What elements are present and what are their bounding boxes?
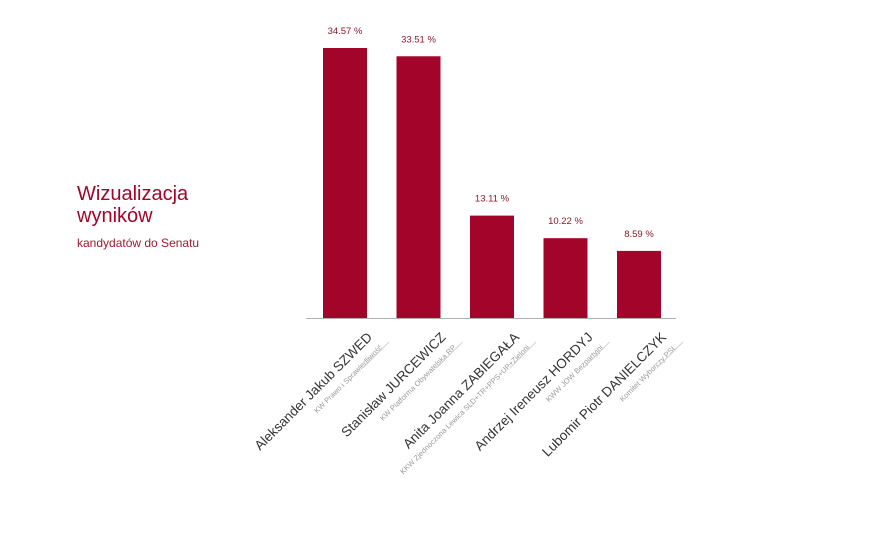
data-label: 10.22 % [548, 216, 583, 227]
label-separator [362, 341, 390, 369]
chart-title-line-1: Wizualizacja [77, 183, 189, 205]
bar [396, 56, 441, 318]
label-separator [509, 341, 537, 369]
data-label: 33.51 % [401, 34, 436, 45]
label-separator [656, 341, 684, 369]
bar [323, 48, 367, 318]
label-separator [436, 341, 463, 369]
chart-title-block: Wizualizacja wyników kandydatów do Senat… [77, 183, 277, 250]
category-label: Andrzej Ireneusz HORDYJ [471, 330, 595, 454]
data-label: 8.59 % [624, 229, 654, 240]
chart-subtitle: kandydatów do Senatu [77, 236, 200, 250]
bar [470, 215, 514, 318]
category-label: Aleksander Jakub SZWED [252, 329, 376, 453]
data-label: 13.11 % [475, 194, 510, 205]
label-separator [583, 341, 610, 369]
data-label: 34.57 % [328, 26, 363, 37]
chart-title-line-2: wyników [77, 205, 153, 227]
bar [617, 250, 661, 318]
bar [543, 238, 588, 318]
